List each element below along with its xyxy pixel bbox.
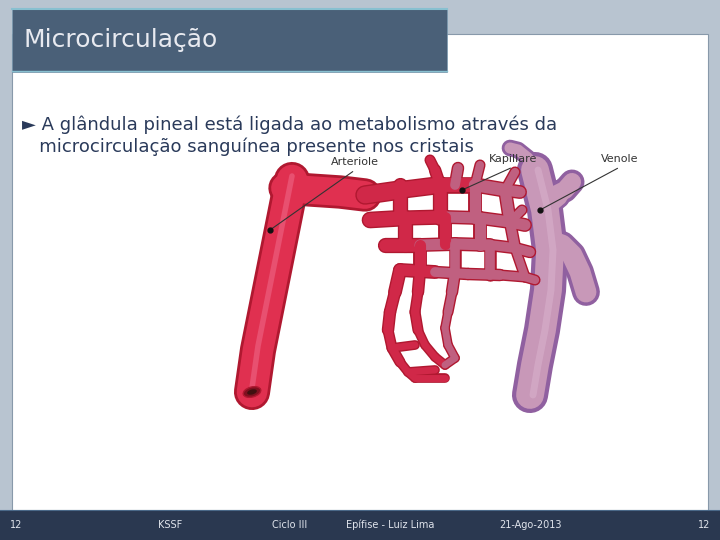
Text: microcirculação sanguínea presente nos cristais: microcirculação sanguínea presente nos c… bbox=[22, 138, 474, 156]
Bar bbox=[12, 34, 708, 510]
Text: 12: 12 bbox=[10, 520, 22, 530]
Ellipse shape bbox=[247, 389, 257, 395]
Text: 21-Ago-2013: 21-Ago-2013 bbox=[499, 520, 562, 530]
Text: Epífise - Luiz Lima: Epífise - Luiz Lima bbox=[346, 519, 434, 530]
Text: Kapillare: Kapillare bbox=[489, 154, 537, 164]
Text: Arteriole: Arteriole bbox=[331, 157, 379, 167]
Ellipse shape bbox=[243, 387, 261, 397]
Bar bbox=[706, 34, 720, 510]
Bar bbox=[12, 8, 447, 72]
Bar bbox=[0, 34, 14, 510]
Text: Venole: Venole bbox=[601, 154, 639, 164]
Text: Microcirculação: Microcirculação bbox=[24, 28, 218, 52]
Text: KSSF: KSSF bbox=[158, 520, 182, 530]
Text: 12: 12 bbox=[698, 520, 710, 530]
Bar bbox=[0, 510, 720, 540]
Text: Ciclo III: Ciclo III bbox=[272, 520, 307, 530]
Text: ► A glândula pineal está ligada ao metabolismo através da: ► A glândula pineal está ligada ao metab… bbox=[22, 116, 557, 134]
